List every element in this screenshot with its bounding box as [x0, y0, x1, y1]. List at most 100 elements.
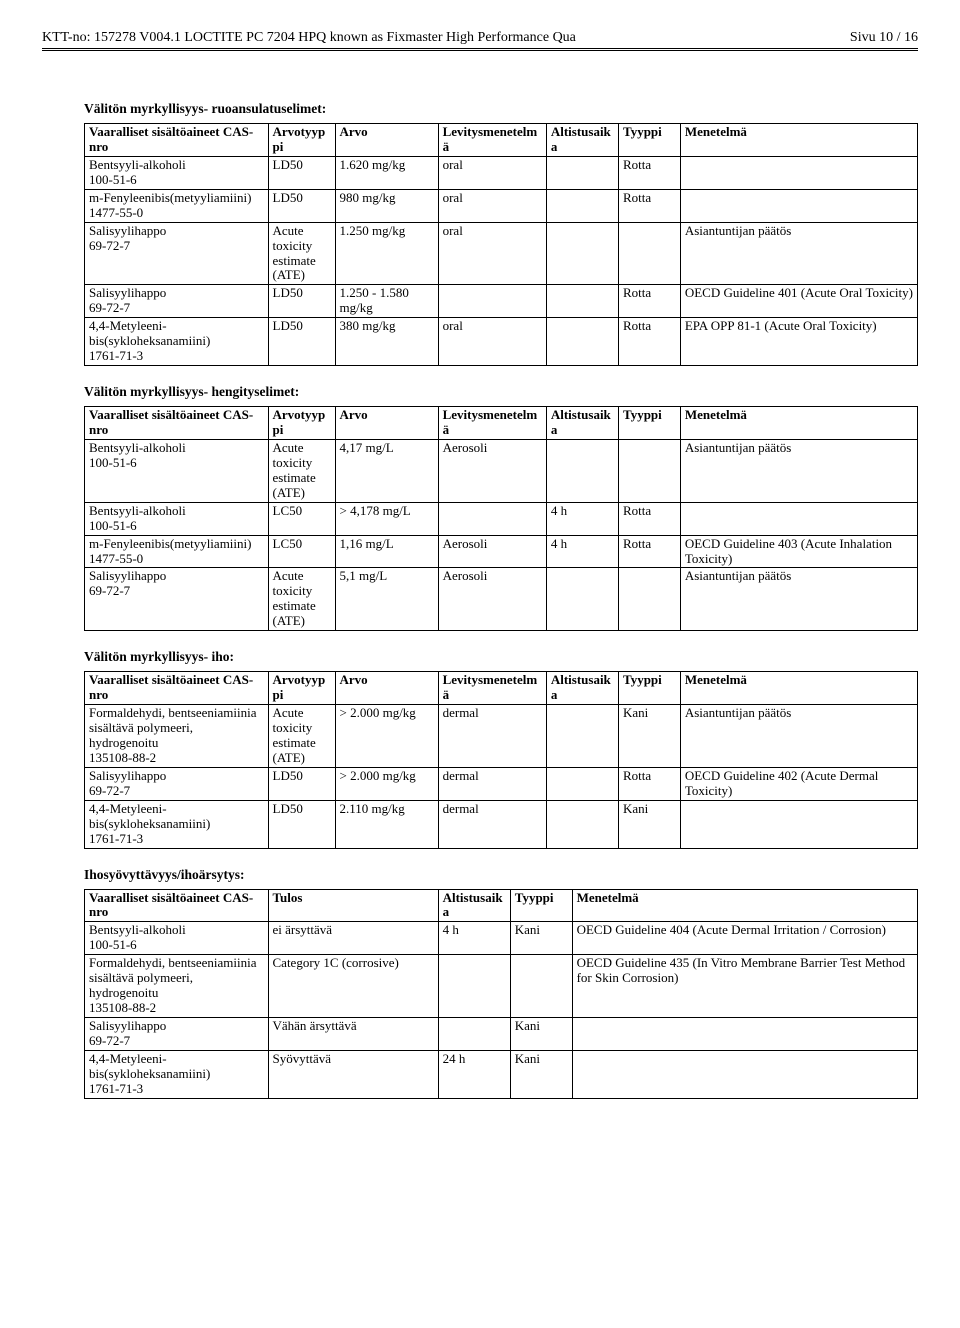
column-header: Levitysmenetelmä — [438, 672, 546, 705]
table-cell — [546, 318, 618, 366]
table-cell: oral — [438, 222, 546, 285]
table-cell — [680, 189, 917, 222]
table-cell: 4,4-Metyleeni-bis(sykloheksanamiini)1761… — [85, 800, 269, 848]
table-cell: oral — [438, 318, 546, 366]
table-cell: 5,1 mg/L — [335, 568, 438, 631]
table-cell: dermal — [438, 800, 546, 848]
table-row: Formaldehydi, bentseeniamiinia sisältävä… — [85, 955, 918, 1018]
table-row: 4,4-Metyleeni-bis(sykloheksanamiini)1761… — [85, 800, 918, 848]
column-header: Arvotyyppi — [268, 672, 335, 705]
table-cell: OECD Guideline 404 (Acute Dermal Irritat… — [572, 922, 917, 955]
table-cell: Bentsyyli-alkoholi100-51-6 — [85, 156, 269, 189]
table-cell: m-Fenyleenibis(metyyliamiini)1477-55-0 — [85, 535, 269, 568]
table-row: m-Fenyleenibis(metyyliamiini)1477-55-0LD… — [85, 189, 918, 222]
table-cell — [546, 189, 618, 222]
doc-id: KTT-no: 157278 V004.1 LOCTITE PC 7204 HP… — [42, 30, 576, 46]
table-cell: 2.110 mg/kg — [335, 800, 438, 848]
table-cell: LD50 — [268, 800, 335, 848]
section-title: Ihosyövyttävyys/ihoärsytys: — [84, 867, 918, 883]
column-header: Vaaralliset sisältöaineet CAS-nro — [85, 889, 269, 922]
table-cell: LD50 — [268, 189, 335, 222]
column-header: Menetelmä — [572, 889, 917, 922]
column-header: Tyyppi — [618, 124, 680, 157]
table-row: m-Fenyleenibis(metyyliamiini)1477-55-0LC… — [85, 535, 918, 568]
table-cell: OECD Guideline 435 (In Vitro Membrane Ba… — [572, 955, 917, 1018]
table-cell: 4 h — [546, 535, 618, 568]
table-cell: > 2.000 mg/kg — [335, 705, 438, 768]
header-rule — [42, 48, 918, 49]
table-cell: Kani — [618, 705, 680, 768]
table-cell — [546, 156, 618, 189]
table-row: Bentsyyli-alkoholi100-51-6Acute toxicity… — [85, 439, 918, 502]
column-header: Tyyppi — [618, 407, 680, 440]
data-table: Vaaralliset sisältöaineet CAS-nroArvotyy… — [84, 406, 918, 631]
table-cell: Vähän ärsyttävä — [268, 1018, 438, 1051]
table-cell — [572, 1018, 917, 1051]
table-cell: Asiantuntijan päätös — [680, 705, 917, 768]
column-header: Arvo — [335, 124, 438, 157]
section-title: Välitön myrkyllisyys- iho: — [84, 649, 918, 665]
table-cell: Rotta — [618, 285, 680, 318]
table-cell: LD50 — [268, 156, 335, 189]
table-cell: Rotta — [618, 767, 680, 800]
table-cell: Kani — [510, 922, 572, 955]
table-cell: Acute toxicity estimate (ATE) — [268, 439, 335, 502]
table-row: Salisyylihappo69-72-7Acute toxicity esti… — [85, 568, 918, 631]
column-header: Menetelmä — [680, 672, 917, 705]
table-cell: 1,16 mg/L — [335, 535, 438, 568]
table-cell: 4 h — [438, 922, 510, 955]
column-header: Tulos — [268, 889, 438, 922]
table-cell: > 2.000 mg/kg — [335, 767, 438, 800]
table-cell: Salisyylihappo69-72-7 — [85, 1018, 269, 1051]
table-row: Bentsyyli-alkoholi100-51-6LC50> 4,178 mg… — [85, 502, 918, 535]
table-cell — [618, 568, 680, 631]
table-cell: 1.620 mg/kg — [335, 156, 438, 189]
column-header: Arvo — [335, 672, 438, 705]
column-header: Altistusaika — [546, 124, 618, 157]
table-cell: Rotta — [618, 318, 680, 366]
table-row: 4,4-Metyleeni-bis(sykloheksanamiini)1761… — [85, 1050, 918, 1098]
table-cell: 1.250 - 1.580 mg/kg — [335, 285, 438, 318]
table-cell: 4,4-Metyleeni-bis(sykloheksanamiini)1761… — [85, 1050, 269, 1098]
table-cell: OECD Guideline 403 (Acute Inhalation Tox… — [680, 535, 917, 568]
table-cell: 4,4-Metyleeni-bis(sykloheksanamiini)1761… — [85, 318, 269, 366]
table-row: Salisyylihappo69-72-7Acute toxicity esti… — [85, 222, 918, 285]
table-cell: OECD Guideline 402 (Acute Dermal Toxicit… — [680, 767, 917, 800]
data-table: Vaaralliset sisältöaineet CAS-nroTulosAl… — [84, 889, 918, 1099]
table-cell: 4 h — [546, 502, 618, 535]
table-cell — [438, 502, 546, 535]
table-cell — [546, 767, 618, 800]
table-cell — [546, 800, 618, 848]
column-header: Arvotyyppi — [268, 124, 335, 157]
column-header: Arvotyyppi — [268, 407, 335, 440]
page-header: KTT-no: 157278 V004.1 LOCTITE PC 7204 HP… — [42, 30, 918, 46]
table-cell: Kani — [510, 1018, 572, 1051]
table-cell: LD50 — [268, 767, 335, 800]
section-title: Välitön myrkyllisyys- ruoansulatuselimet… — [84, 101, 918, 117]
column-header: Menetelmä — [680, 407, 917, 440]
table-cell: Aerosoli — [438, 568, 546, 631]
table-cell: 24 h — [438, 1050, 510, 1098]
column-header: Vaaralliset sisältöaineet CAS-nro — [85, 672, 269, 705]
table-cell — [618, 439, 680, 502]
column-header: Altistusaika — [546, 672, 618, 705]
table-cell: oral — [438, 156, 546, 189]
table-cell: Kani — [510, 1050, 572, 1098]
table-cell: Salisyylihappo69-72-7 — [85, 767, 269, 800]
table-cell: Bentsyyli-alkoholi100-51-6 — [85, 502, 269, 535]
column-header: Levitysmenetelmä — [438, 124, 546, 157]
table-cell — [438, 955, 510, 1018]
table-cell: Kani — [618, 800, 680, 848]
table-cell: oral — [438, 189, 546, 222]
table-cell: > 4,178 mg/L — [335, 502, 438, 535]
table-cell: 980 mg/kg — [335, 189, 438, 222]
table-cell: 1.250 mg/kg — [335, 222, 438, 285]
column-header: Arvo — [335, 407, 438, 440]
table-row: Formaldehydi, bentseeniamiinia sisältävä… — [85, 705, 918, 768]
table-cell: LC50 — [268, 502, 335, 535]
table-row: Bentsyyli-alkoholi100-51-6ei ärsyttävä4 … — [85, 922, 918, 955]
table-cell: Rotta — [618, 535, 680, 568]
table-cell — [572, 1050, 917, 1098]
table-cell: Aerosoli — [438, 535, 546, 568]
column-header: Altistusaika — [438, 889, 510, 922]
